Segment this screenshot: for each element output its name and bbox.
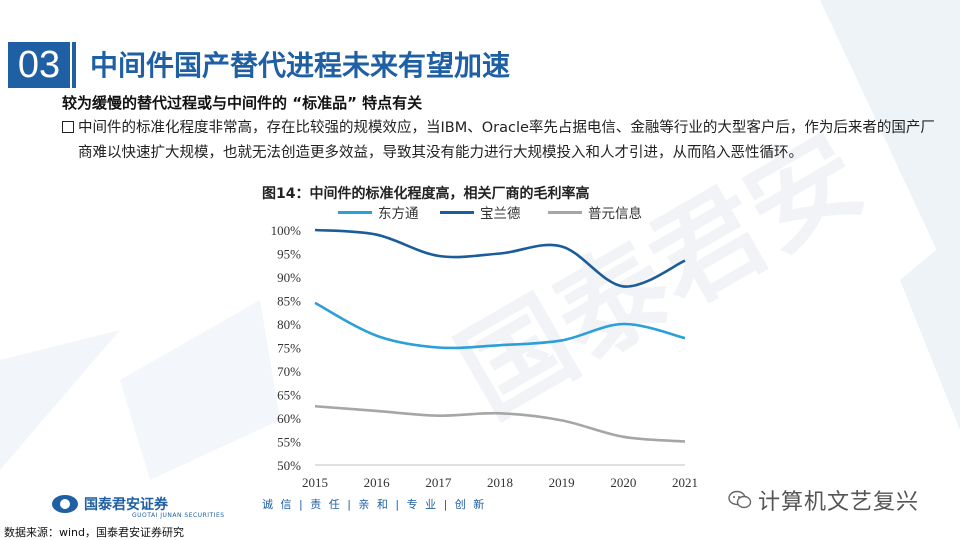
section-divider — [72, 42, 76, 88]
series-line-2 — [314, 404, 686, 443]
company-logo: 国泰君安证券 GUOTAI JUNAN SECURITIES — [52, 494, 224, 519]
y-tick-label: 65% — [277, 388, 301, 403]
legend-item-baolande: 宝兰德 — [440, 203, 521, 222]
chart-title: 图14：中间件的标准化程度高，相关厂商的毛利率高 — [262, 186, 590, 202]
line-chart: 50% 55% 60% 65% 70% 75% 80% 85% 90% 95% 100% 2015 20… — [271, 223, 698, 490]
y-tick-label: 95% — [277, 247, 301, 262]
subtitle: 较为缓慢的替代过程或与中间件的 “标准品” 特点有关 — [62, 94, 423, 112]
series-line-1 — [314, 228, 686, 288]
x-tick-label: 2017 — [425, 475, 452, 490]
legend-swatch — [548, 210, 582, 214]
x-tick-label: 2021 — [672, 475, 698, 490]
x-tick-label: 2016 — [364, 475, 391, 490]
y-tick-label: 75% — [277, 341, 301, 356]
legend-swatch — [338, 210, 372, 214]
logo-subtext: GUOTAI JUNAN SECURITIES — [132, 512, 225, 519]
legend-label: 普元信息 — [588, 206, 642, 222]
y-tick-label: 60% — [277, 411, 301, 426]
logo-text: 国泰君安证券 — [84, 497, 168, 513]
wechat-watermark: 计算机文艺复兴 — [728, 484, 919, 516]
y-tick-label: 90% — [277, 270, 301, 285]
body-paragraph: 中间件的标准化程度非常高，存在比较强的规模效应，当IBM、Oracle率先占据电… — [78, 120, 935, 161]
legend-label: 宝兰德 — [480, 206, 521, 222]
legend-item-puyuan: 普元信息 — [548, 203, 642, 222]
section-number: 03 — [8, 42, 70, 88]
x-tick-label: 2020 — [610, 475, 636, 490]
y-tick-label: 70% — [277, 364, 301, 379]
x-tick-label: 2018 — [487, 475, 513, 490]
legend-swatch — [440, 210, 474, 214]
x-tick-label: 2019 — [549, 475, 575, 490]
bullet-square-icon — [62, 121, 74, 133]
slogan: 诚 信 | 责 任 | 亲 和 | 专 业 | 创 新 — [262, 498, 487, 511]
page-title: 中间件国产替代进程未来有望加速 — [90, 49, 511, 82]
wechat-icon — [728, 490, 752, 509]
y-tick-label: 85% — [277, 294, 301, 309]
legend-item-dongfangtong: 东方通 — [338, 203, 419, 222]
y-tick-label: 50% — [277, 458, 301, 473]
data-source: 数据来源：wind，国泰君安证券研究 — [4, 526, 185, 539]
x-tick-label: 2015 — [302, 475, 328, 490]
logo-icon — [52, 495, 78, 513]
series-line-0 — [314, 301, 686, 350]
y-tick-label: 80% — [277, 317, 301, 332]
y-tick-label: 55% — [277, 435, 301, 450]
wechat-account-name: 计算机文艺复兴 — [758, 490, 920, 515]
legend-label: 东方通 — [378, 206, 419, 222]
y-tick-label: 100% — [271, 223, 302, 238]
